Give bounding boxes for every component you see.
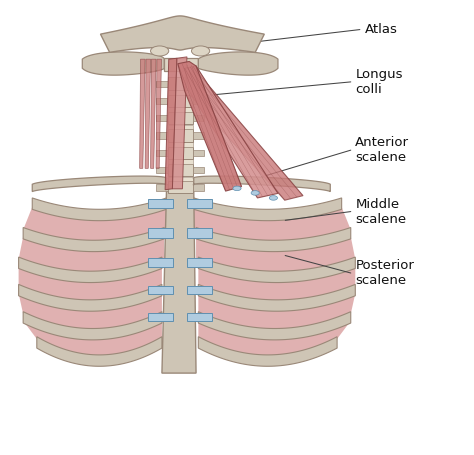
- Bar: [187, 313, 212, 321]
- Polygon shape: [156, 150, 168, 156]
- Polygon shape: [168, 77, 192, 90]
- Polygon shape: [32, 198, 166, 221]
- Bar: [187, 258, 212, 267]
- Polygon shape: [194, 207, 351, 241]
- Ellipse shape: [191, 46, 210, 56]
- Polygon shape: [156, 115, 168, 121]
- Polygon shape: [198, 293, 356, 329]
- Text: Atlas: Atlas: [365, 23, 397, 36]
- Polygon shape: [162, 191, 196, 373]
- Polygon shape: [198, 52, 278, 75]
- Polygon shape: [168, 90, 192, 95]
- Polygon shape: [198, 337, 337, 366]
- Polygon shape: [196, 228, 351, 252]
- Polygon shape: [18, 266, 162, 301]
- Text: Posterior
scalene: Posterior scalene: [356, 259, 414, 287]
- Polygon shape: [168, 125, 192, 129]
- Polygon shape: [168, 142, 192, 147]
- Polygon shape: [18, 237, 164, 272]
- Polygon shape: [168, 107, 192, 112]
- Polygon shape: [151, 59, 156, 168]
- Polygon shape: [23, 207, 166, 241]
- Polygon shape: [156, 59, 162, 168]
- Polygon shape: [168, 95, 192, 107]
- Polygon shape: [37, 337, 162, 366]
- Polygon shape: [178, 61, 242, 191]
- Bar: [148, 258, 173, 267]
- Polygon shape: [23, 312, 162, 340]
- Ellipse shape: [251, 191, 259, 195]
- Polygon shape: [82, 52, 164, 75]
- Bar: [148, 286, 173, 294]
- Polygon shape: [156, 184, 168, 191]
- Polygon shape: [192, 115, 204, 121]
- Polygon shape: [156, 167, 168, 173]
- Polygon shape: [193, 176, 330, 192]
- Bar: [148, 199, 173, 208]
- Text: Longus
colli: Longus colli: [356, 68, 403, 96]
- Polygon shape: [168, 112, 192, 124]
- Polygon shape: [194, 198, 342, 221]
- Ellipse shape: [269, 196, 277, 200]
- Polygon shape: [173, 57, 187, 189]
- Polygon shape: [198, 266, 356, 301]
- Polygon shape: [192, 132, 204, 139]
- Polygon shape: [168, 129, 192, 142]
- Polygon shape: [168, 177, 192, 181]
- Polygon shape: [185, 66, 278, 198]
- Polygon shape: [23, 321, 162, 356]
- Polygon shape: [165, 58, 177, 190]
- Polygon shape: [18, 257, 162, 283]
- Polygon shape: [18, 293, 162, 329]
- Polygon shape: [168, 147, 192, 159]
- Ellipse shape: [151, 46, 169, 56]
- Polygon shape: [198, 257, 356, 283]
- Polygon shape: [168, 181, 192, 193]
- Polygon shape: [32, 176, 167, 192]
- Polygon shape: [196, 237, 356, 272]
- Bar: [148, 228, 173, 238]
- Polygon shape: [192, 98, 204, 104]
- Polygon shape: [100, 16, 264, 52]
- Polygon shape: [168, 159, 192, 164]
- Bar: [187, 286, 212, 294]
- Bar: [148, 313, 173, 321]
- Polygon shape: [198, 321, 351, 356]
- Polygon shape: [23, 228, 164, 252]
- Polygon shape: [168, 164, 192, 176]
- Polygon shape: [198, 284, 356, 311]
- Polygon shape: [156, 81, 168, 87]
- Polygon shape: [192, 150, 204, 156]
- Polygon shape: [18, 284, 162, 311]
- Bar: [187, 228, 212, 238]
- Ellipse shape: [233, 186, 241, 191]
- Polygon shape: [198, 312, 351, 340]
- Polygon shape: [187, 72, 303, 200]
- Polygon shape: [192, 167, 204, 173]
- Text: Anterior
scalene: Anterior scalene: [356, 136, 410, 164]
- Polygon shape: [140, 59, 145, 168]
- Polygon shape: [156, 98, 168, 104]
- Polygon shape: [156, 132, 168, 139]
- Text: Middle
scalene: Middle scalene: [356, 197, 406, 226]
- Polygon shape: [192, 184, 204, 191]
- Polygon shape: [145, 59, 151, 168]
- Polygon shape: [192, 81, 204, 87]
- Polygon shape: [164, 58, 198, 71]
- Bar: [187, 199, 212, 208]
